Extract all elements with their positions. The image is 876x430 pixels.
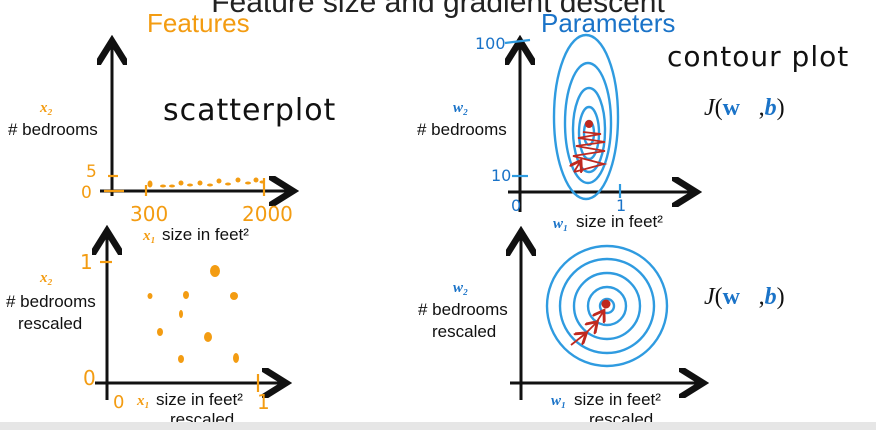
bottom-right-x-label-1: size in feet² xyxy=(574,390,661,409)
top-left-axes xyxy=(100,44,290,196)
top-right-y-var: w₂ xyxy=(453,100,469,116)
top-right-ticks xyxy=(504,38,622,198)
top-left-y-label: # bedrooms xyxy=(8,120,98,139)
scatter-point xyxy=(245,181,251,185)
top-right-axes xyxy=(508,44,693,212)
cost-fn-b: b xyxy=(764,284,777,310)
bottom-left-x-var: x₁ xyxy=(137,393,150,409)
scatter-point xyxy=(178,180,184,186)
cost-fn-close: ) xyxy=(776,95,785,121)
scatter-point xyxy=(179,310,183,318)
top-right-x-var: w₁ xyxy=(553,216,569,232)
top-left-y-tick-5: 5 xyxy=(86,162,97,182)
top-left-scatter-points xyxy=(147,177,265,188)
scatter-point xyxy=(183,291,189,299)
slide-title: Feature size and gradient descent xyxy=(211,0,665,19)
cost-fn-j: J xyxy=(704,284,715,310)
top-right-x-tick-1: 1 xyxy=(616,196,627,215)
bottom-left-ticks xyxy=(100,260,260,392)
scatter-point xyxy=(233,353,239,363)
scatter-point xyxy=(210,265,220,277)
top-right-descent-path xyxy=(573,131,608,172)
bottom-right-axes xyxy=(510,235,700,400)
scatter-point xyxy=(204,332,212,342)
scatter-point xyxy=(187,183,193,187)
bottom-left-y-var: x₂ xyxy=(40,270,53,286)
cost-fn-close: ) xyxy=(776,284,785,310)
top-right-cost-function: J(w⃗,b) xyxy=(704,95,785,122)
bottom-right-x-var: w₁ xyxy=(551,393,567,409)
bottom-right-descent-path xyxy=(570,312,603,346)
bottom-strip xyxy=(0,422,876,430)
scatter-point xyxy=(169,184,175,188)
scatter-point xyxy=(157,328,163,336)
bottom-right-y-var: w₂ xyxy=(453,280,469,296)
scatter-point xyxy=(197,180,203,186)
contour-plot-annotation: contour plot xyxy=(667,40,850,73)
bottom-right-y-label-2: rescaled xyxy=(432,322,497,341)
scatter-point xyxy=(160,184,166,188)
bottom-left-x-tick-1: 1 xyxy=(257,390,270,414)
top-right-minimum xyxy=(585,120,593,128)
bottom-right-minimum xyxy=(601,299,611,309)
top-left-y-tick-0: 0 xyxy=(81,183,92,203)
scatter-point xyxy=(178,355,184,363)
top-right-x-label: size in feet² xyxy=(576,212,663,231)
scatter-point xyxy=(230,292,238,300)
top-left-x-var: x₁ xyxy=(143,228,156,244)
top-left-x-tick-300: 300 xyxy=(130,202,169,226)
bottom-left-scatter-points xyxy=(147,265,239,363)
bottom-left-y-tick-1: 1 xyxy=(80,250,93,274)
top-left-x-tick-2000: 2000 xyxy=(242,202,293,226)
scatter-point xyxy=(253,177,259,183)
scatter-point xyxy=(207,183,213,187)
scatter-point xyxy=(259,180,265,184)
cost-fn-comma: , xyxy=(758,95,765,121)
parameters-header: Parameters xyxy=(541,8,676,38)
cost-fn-comma: , xyxy=(758,284,765,310)
top-left-x-label: size in feet² xyxy=(162,225,249,244)
bottom-right-contours xyxy=(545,244,669,368)
bottom-right-cost-function: J(w⃗,b) xyxy=(704,284,785,311)
bottom-right-y-label-1: # bedrooms xyxy=(418,300,508,319)
cost-fn-w: w⃗ xyxy=(722,95,759,121)
top-left-ticks xyxy=(104,174,266,196)
scatter-point xyxy=(147,180,153,188)
features-header: Features xyxy=(147,8,250,38)
top-right-x-tick-0: 0 xyxy=(511,196,522,215)
bottom-left-x-tick-0: 0 xyxy=(113,392,125,413)
top-right-y-label: # bedrooms xyxy=(417,120,507,139)
scatter-point xyxy=(216,178,222,184)
scatter-point xyxy=(235,177,241,183)
cost-fn-open: ( xyxy=(714,95,723,121)
bottom-left-y-tick-0: 0 xyxy=(83,366,96,390)
top-right-y-tick-10: 10 xyxy=(491,166,512,185)
scatter-point xyxy=(225,182,231,186)
cost-fn-j: J xyxy=(704,95,715,121)
top-left-y-var: x₂ xyxy=(40,100,53,116)
bottom-left-axes xyxy=(95,234,283,400)
scatterplot-annotation: scatterplot xyxy=(163,93,337,128)
scatter-point xyxy=(147,293,153,299)
bottom-left-y-label-2: rescaled xyxy=(18,314,83,333)
cost-fn-b: b xyxy=(764,95,777,121)
bottom-left-x-label-1: size in feet² xyxy=(156,390,243,409)
top-right-contours xyxy=(552,33,620,201)
top-right-y-tick-100: 100 xyxy=(475,34,506,53)
cost-fn-open: ( xyxy=(714,284,723,310)
cost-fn-w: w⃗ xyxy=(722,284,759,310)
bottom-left-y-label-1: # bedrooms xyxy=(6,292,96,311)
